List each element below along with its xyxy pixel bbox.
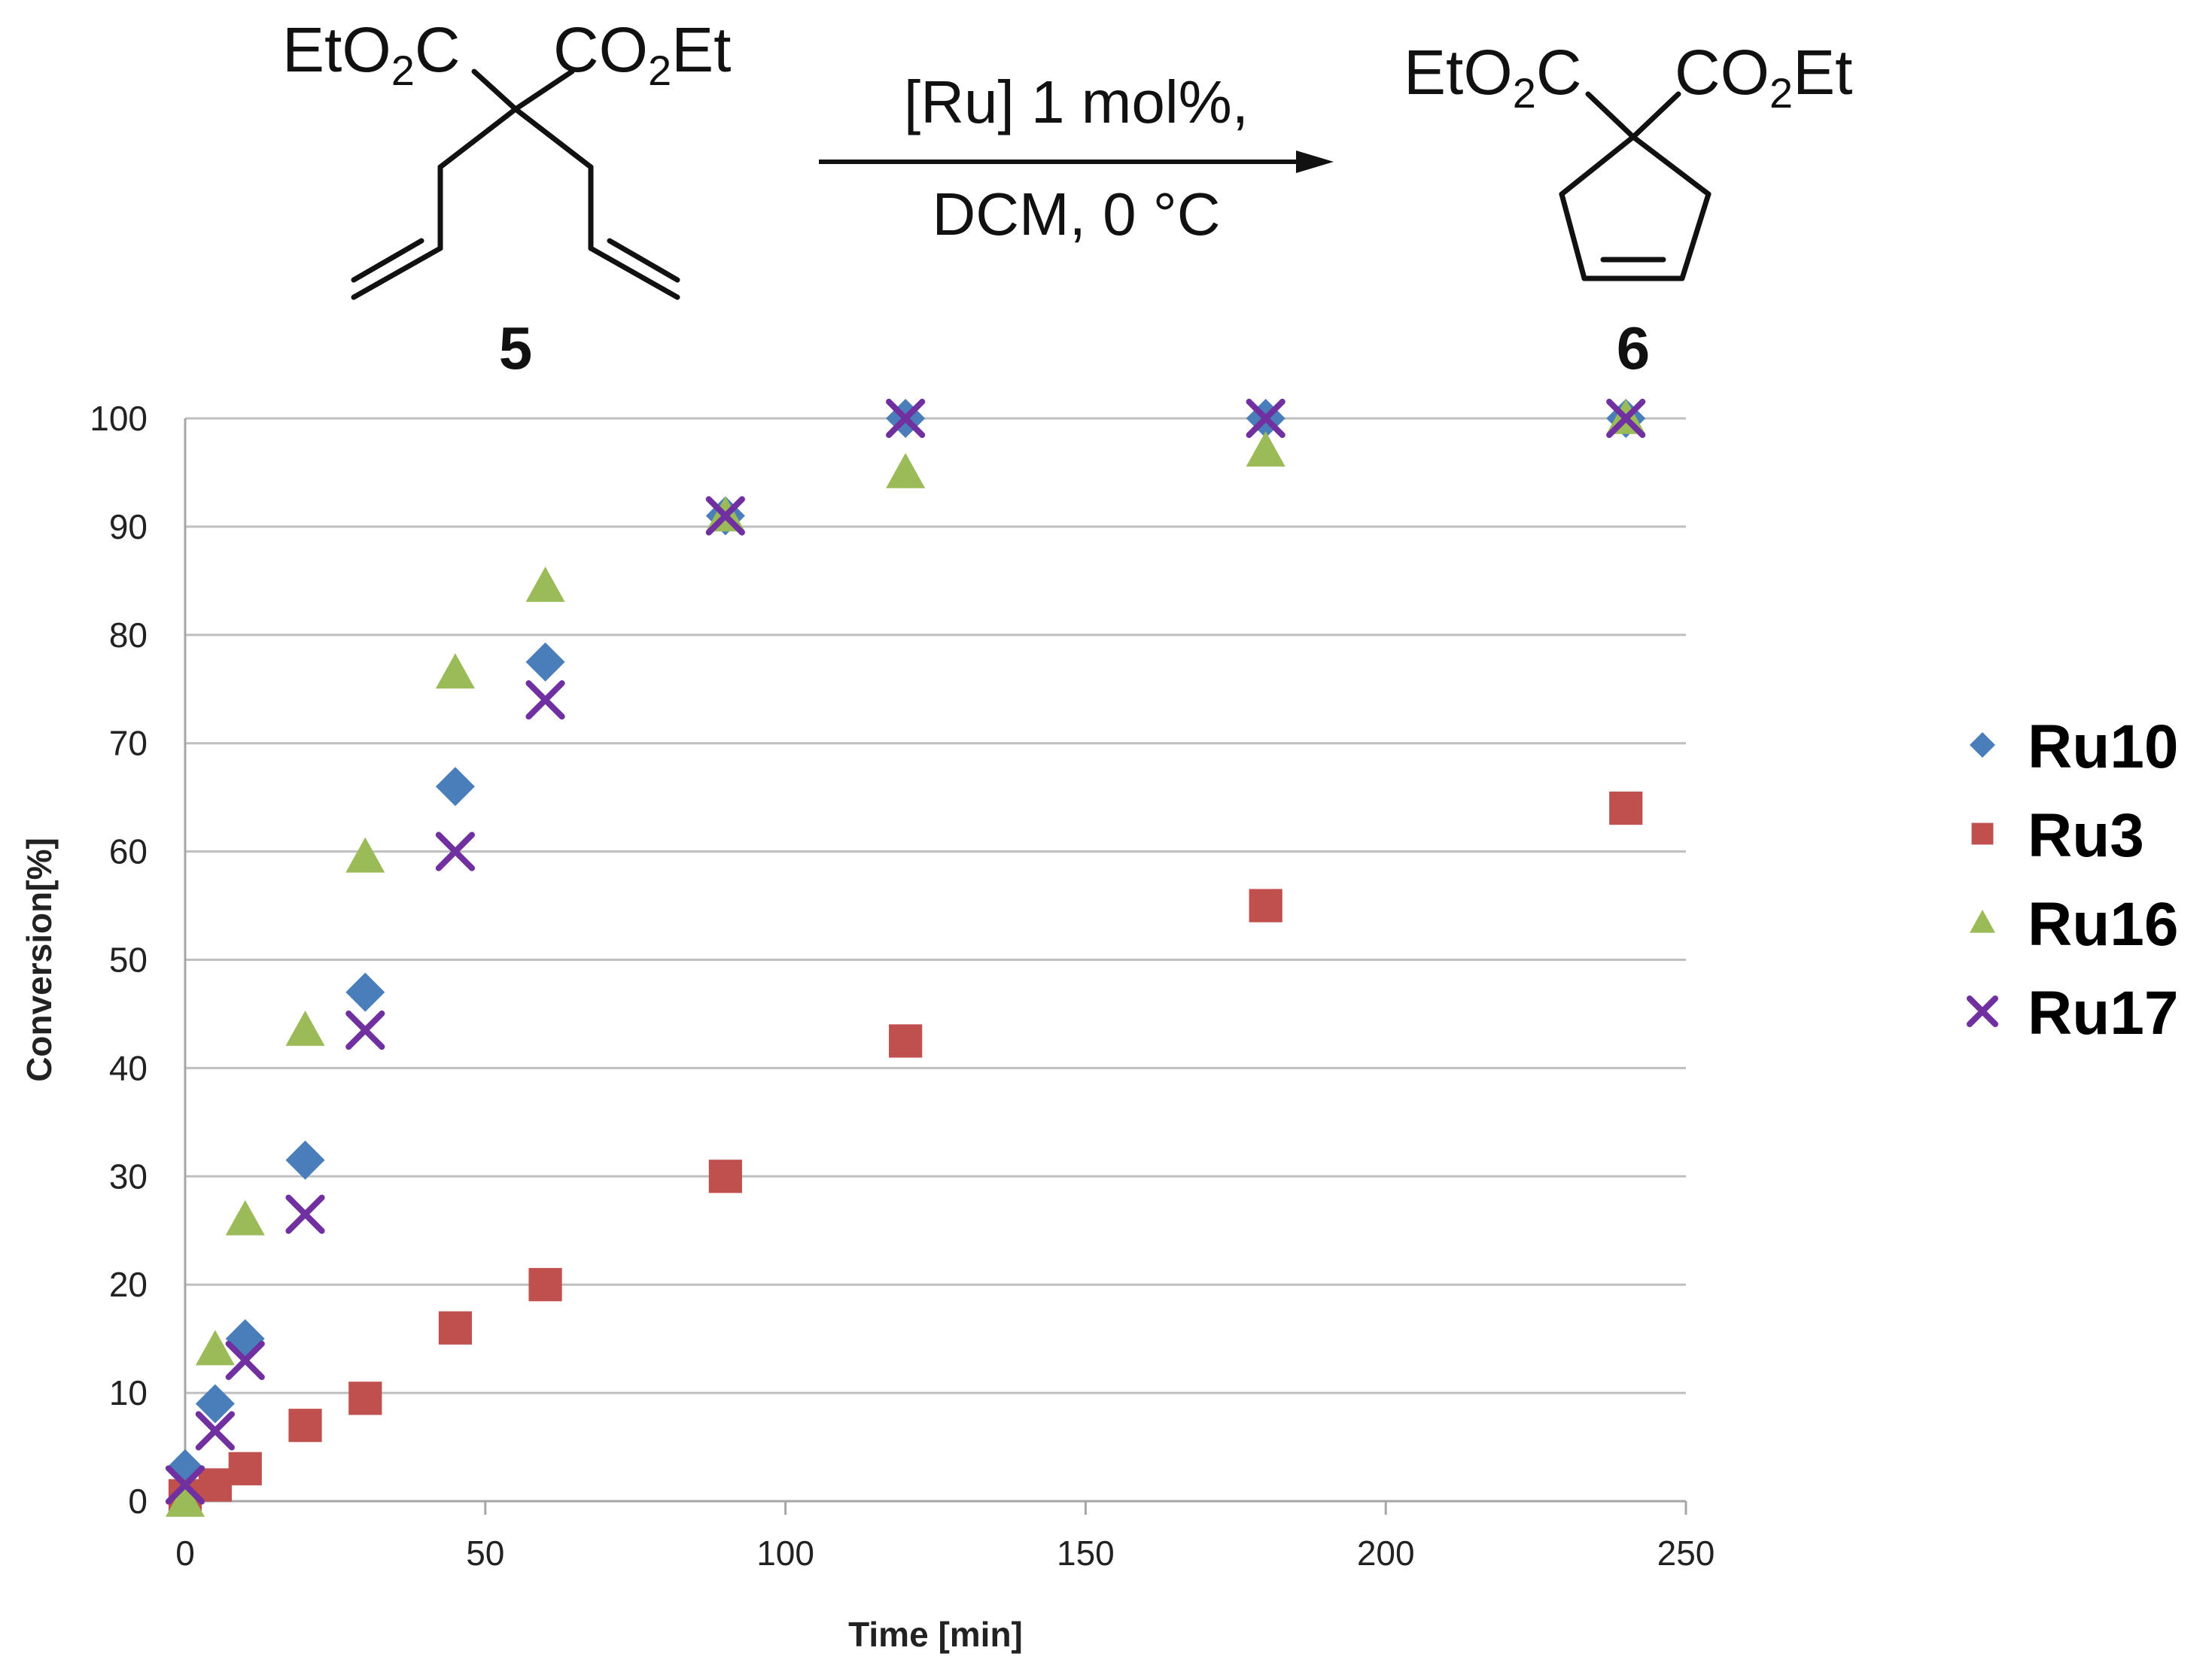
series-ru17 <box>165 398 1646 1505</box>
data-point-ru10 <box>285 1140 325 1180</box>
product-label: 6 <box>1617 315 1651 382</box>
conditions-line1: [Ru] 1 mol%, <box>904 68 1249 135</box>
legend: Ru10 Ru3 Ru16 Ru17 <box>1967 713 2179 1047</box>
data-point-ru10 <box>435 767 475 807</box>
y-tick-label: 50 <box>109 941 148 980</box>
y-tick-label: 0 <box>128 1482 148 1521</box>
data-point-ru3 <box>1609 791 1643 825</box>
y-tick-label: 100 <box>90 399 148 438</box>
x-tick-label: 150 <box>1057 1534 1115 1573</box>
x-tick-label: 200 <box>1357 1534 1415 1573</box>
y-tick-label: 30 <box>109 1157 148 1196</box>
series-ru3 <box>168 791 1643 1512</box>
product-left-group: EtO2C <box>1404 37 1582 117</box>
data-point-ru3 <box>708 1160 742 1193</box>
data-point-ru17 <box>886 398 926 439</box>
data-point-ru16 <box>525 567 565 602</box>
reactant-label: 5 <box>499 315 533 382</box>
data-point-ru3 <box>198 1468 232 1502</box>
y-tick-label: 70 <box>109 724 148 763</box>
axes: 0 10 20 30 40 50 60 70 80 90 100 0 50 100 150 200 250 <box>90 399 1715 1573</box>
reaction-arrowhead <box>1296 150 1334 173</box>
legend-marker-ru3 <box>1971 822 1994 845</box>
gridlines <box>185 417 1686 1394</box>
legend-label-ru16: Ru16 <box>2028 890 2179 959</box>
y-tick-label: 10 <box>109 1373 148 1412</box>
product-right-group: CO2Et <box>1675 37 1853 117</box>
data-point-ru16 <box>435 653 475 689</box>
data-point-ru17 <box>225 1340 265 1381</box>
legend-label-ru17: Ru17 <box>2028 979 2179 1047</box>
data-point-ru3 <box>348 1382 382 1415</box>
series-ru10 <box>166 399 1646 1488</box>
x-tick-label: 50 <box>466 1534 504 1573</box>
data-point-ru17 <box>165 1465 205 1505</box>
y-axis-label: Conversion[%] <box>20 838 59 1082</box>
data-point-ru10 <box>195 1384 235 1424</box>
legend-marker-ru10 <box>1970 732 1995 758</box>
legend-marker-ru16 <box>1970 910 1995 933</box>
legend-marker-ru17 <box>1967 996 1998 1027</box>
y-tick-label: 60 <box>109 832 148 871</box>
data-point-ru16 <box>195 1330 235 1366</box>
data-point-ru16 <box>886 452 926 488</box>
data-point-ru3 <box>1249 889 1282 923</box>
data-point-ru17 <box>285 1194 325 1234</box>
x-tick-label: 100 <box>756 1534 814 1573</box>
data-point-ru10 <box>345 972 385 1012</box>
data-point-ru16 <box>225 1199 265 1236</box>
data-point-ru3 <box>528 1268 562 1302</box>
data-point-ru16 <box>1246 431 1286 467</box>
data-point-ru16 <box>285 1011 325 1046</box>
series-ru16 <box>166 399 1646 1517</box>
x-axis-label: Time [min] <box>848 1615 1023 1654</box>
data-point-ru17 <box>705 496 745 536</box>
data-point-ru10 <box>525 642 565 682</box>
data-point-ru17 <box>1246 398 1286 439</box>
reaction-scheme: EtO2C CO2Et 5 [Ru] 1 mol%, DCM, 0 °C EtO… <box>282 14 1853 382</box>
data-point-ru3 <box>438 1311 473 1345</box>
legend-label-ru3: Ru3 <box>2028 801 2144 870</box>
data-point-ru3 <box>889 1024 923 1058</box>
x-tick-label: 250 <box>1657 1534 1715 1573</box>
y-tick-label: 20 <box>109 1265 148 1304</box>
y-tick-label: 40 <box>109 1048 148 1087</box>
data-point-ru3 <box>288 1409 322 1442</box>
data-point-ru16 <box>166 1482 205 1517</box>
data-point-ru17 <box>345 1010 385 1050</box>
data-point-ru17 <box>195 1411 235 1451</box>
reactant-structure <box>351 68 680 300</box>
reactant-right-group: CO2Et <box>553 14 732 94</box>
data-points <box>165 398 1646 1517</box>
y-tick-label: 90 <box>109 507 148 546</box>
reactant-left-group: EtO2C <box>282 14 461 94</box>
data-point-ru3 <box>228 1452 262 1485</box>
data-point-ru17 <box>525 680 565 720</box>
data-point-ru17 <box>1606 398 1646 439</box>
legend-label-ru10: Ru10 <box>2028 713 2179 781</box>
data-point-ru16 <box>345 837 385 873</box>
y-tick-label: 80 <box>109 616 148 655</box>
product-structure <box>1559 91 1711 281</box>
data-point-ru10 <box>225 1319 265 1359</box>
x-tick-label: 0 <box>175 1534 195 1573</box>
data-point-ru17 <box>435 831 476 871</box>
conditions-line2: DCM, 0 °C <box>932 181 1220 248</box>
